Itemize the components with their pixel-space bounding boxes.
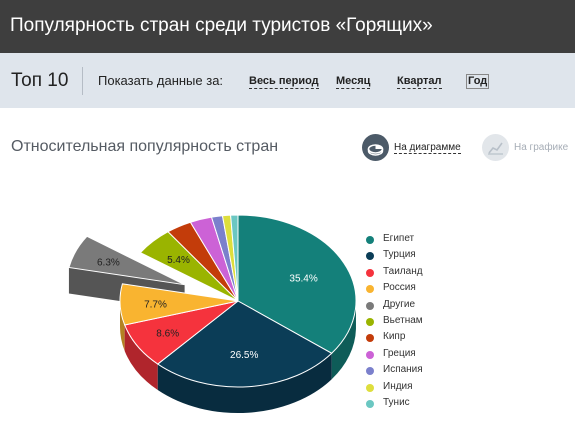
legend-label: Таиланд	[383, 265, 423, 277]
legend-swatch	[366, 383, 374, 392]
slice-label-5: 5.4%	[167, 255, 190, 266]
legend-label: Греция	[383, 347, 416, 359]
legend-swatch	[366, 301, 374, 310]
slice-label-0: 35.4%	[289, 273, 317, 284]
pie-slice-1	[156, 300, 333, 388]
slice-label-2: 8.6%	[156, 329, 179, 340]
legend-swatch	[366, 334, 374, 343]
period-month-link[interactable]: Месяц	[336, 75, 371, 89]
slice-label-3: 7.7%	[144, 300, 167, 311]
legend-swatch	[366, 350, 374, 359]
slice-side-2	[124, 324, 158, 391]
page-header: Популярность стран среди туристов «Горящ…	[0, 0, 575, 53]
period-quarter-link[interactable]: Квартал	[397, 75, 442, 89]
period-year-link[interactable]: Год	[466, 74, 490, 89]
filter-divider	[82, 67, 83, 95]
slice-rim-1-0	[157, 353, 332, 413]
legend-label: Испания	[383, 364, 423, 376]
legend-label: Россия	[383, 282, 416, 294]
legend-swatch	[366, 317, 374, 326]
slice-rim-2-0	[124, 324, 158, 391]
legend-swatch	[366, 236, 374, 244]
legend-swatch	[366, 252, 374, 261]
pie-chart: 35.4% 26.5% 8.6% 7.7% 6.3% 5.4%	[68, 214, 357, 413]
show-data-label: Показать данные за:	[98, 73, 224, 88]
legend-label: Индия	[383, 380, 413, 392]
legend-swatch	[366, 285, 374, 294]
pie-view-icon	[362, 134, 389, 161]
view-diagram-label: На диаграмме	[394, 142, 461, 154]
line-chart-icon	[482, 134, 509, 161]
page-title: Популярность стран среди туристов «Горящ…	[10, 15, 433, 36]
pie-slice-10	[230, 214, 239, 302]
slice-side-1	[157, 353, 332, 413]
slice-label-1: 26.5%	[230, 350, 258, 361]
legend-swatch	[366, 399, 374, 408]
legend-label: Египет	[383, 233, 415, 244]
pie-labels: 35.4% 26.5% 8.6% 7.7% 6.3% 5.4%	[97, 255, 318, 361]
filter-bar: Топ 10 Показать данные за: Весь период М…	[0, 53, 575, 108]
pie-slice-4	[68, 235, 185, 286]
legend-label: Вьетнам	[383, 314, 423, 326]
top-count-label: Топ 10	[11, 70, 69, 91]
slice-rim-0-0	[331, 302, 356, 380]
legend-label: Кипр	[383, 331, 406, 343]
legend-swatch	[366, 268, 374, 277]
slice-side-0	[331, 302, 356, 380]
view-graph-label: На графике	[514, 142, 569, 153]
section-title: Относительная популярность стран	[11, 138, 279, 155]
legend-label: Турция	[383, 249, 416, 261]
pie-tops	[68, 214, 357, 388]
legend-label: Тунис	[383, 396, 410, 408]
legend-label: Другие	[383, 298, 416, 310]
slice-label-4: 6.3%	[97, 257, 120, 268]
period-all-time-link[interactable]: Весь период	[249, 75, 319, 89]
legend-swatch	[366, 367, 374, 376]
pie-slice-3	[119, 283, 239, 326]
pie-slice-0	[237, 214, 357, 354]
